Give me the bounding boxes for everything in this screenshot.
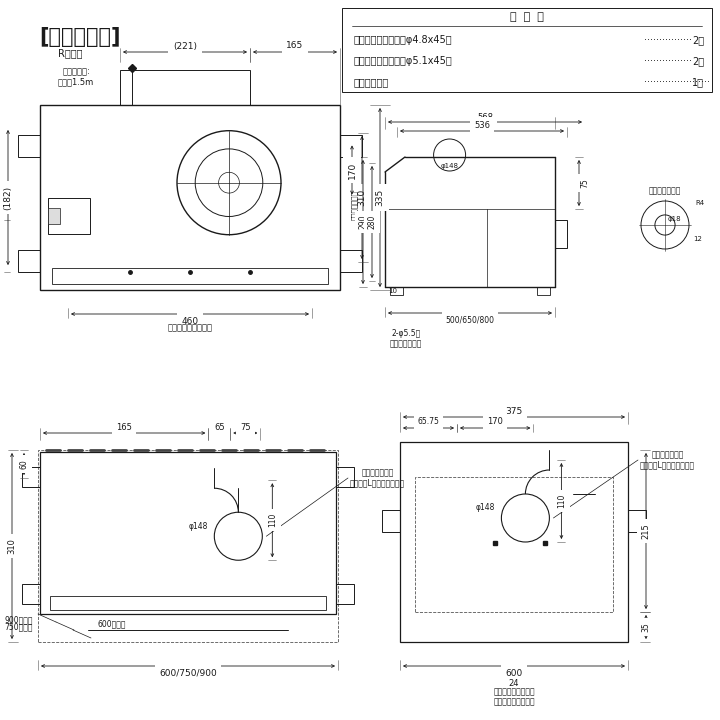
Bar bbox=[390, 287, 403, 295]
Bar bbox=[22, 584, 40, 604]
Text: Rタイプ: Rタイプ bbox=[58, 48, 83, 58]
Text: 165: 165 bbox=[116, 423, 132, 431]
Bar bbox=[18, 135, 40, 157]
Text: 座付ねじシルバー（φ4.8x45）: 座付ねじシルバー（φ4.8x45） bbox=[354, 35, 453, 45]
Text: 310: 310 bbox=[358, 189, 366, 206]
Text: 165: 165 bbox=[287, 42, 304, 50]
Text: ················: ················ bbox=[644, 35, 692, 45]
Text: 60: 60 bbox=[19, 459, 29, 469]
Text: 110: 110 bbox=[557, 494, 566, 508]
Text: 536: 536 bbox=[474, 122, 490, 130]
Text: 310: 310 bbox=[7, 538, 17, 554]
Text: 座付ねじブラック（φ5.1x45）: 座付ねじブラック（φ5.1x45） bbox=[354, 56, 453, 66]
Text: ソフトテープ: ソフトテープ bbox=[354, 77, 390, 87]
Text: 2-φ5.5穴
（背面取付用）: 2-φ5.5穴 （背面取付用） bbox=[390, 329, 423, 348]
Text: 75: 75 bbox=[580, 178, 590, 188]
Bar bbox=[40, 452, 336, 614]
Text: 35: 35 bbox=[642, 622, 650, 632]
Text: 吊りボルト位置: 吊りボルト位置 bbox=[351, 191, 357, 220]
Text: 本体取付穴詳細: 本体取付穴詳細 bbox=[649, 186, 681, 196]
Text: 後方排気の場合
（別売品L形ダクト使用）: 後方排気の場合 （別売品L形ダクト使用） bbox=[640, 450, 695, 469]
Text: φ148: φ148 bbox=[441, 163, 459, 169]
Text: 65: 65 bbox=[214, 423, 225, 431]
Bar bbox=[48, 198, 90, 234]
Text: 600/750/900: 600/750/900 bbox=[159, 668, 217, 678]
Bar bbox=[50, 596, 326, 610]
Text: 65.75: 65.75 bbox=[418, 418, 439, 426]
Text: ······················: ······················ bbox=[644, 77, 710, 87]
Bar bbox=[555, 220, 567, 248]
Text: φ148: φ148 bbox=[476, 503, 495, 513]
Text: 460: 460 bbox=[181, 317, 199, 325]
Bar bbox=[52, 268, 328, 284]
Text: φ18: φ18 bbox=[668, 216, 682, 222]
Text: 170: 170 bbox=[487, 418, 503, 426]
Text: 568: 568 bbox=[477, 112, 493, 122]
Text: 24: 24 bbox=[509, 680, 519, 688]
Text: 600の場合: 600の場合 bbox=[98, 619, 127, 629]
Bar bbox=[336, 467, 354, 487]
Bar bbox=[340, 250, 362, 272]
Text: 750の場合: 750の場合 bbox=[4, 623, 33, 631]
Text: 1本: 1本 bbox=[692, 77, 704, 87]
Text: 900の場合: 900の場合 bbox=[4, 616, 33, 624]
Bar bbox=[342, 8, 712, 92]
Bar bbox=[415, 477, 613, 612]
Text: 10: 10 bbox=[389, 288, 397, 294]
Bar bbox=[40, 105, 340, 290]
Text: （吊りボルト位置）: （吊りボルト位置） bbox=[168, 323, 212, 333]
Text: 電源コード:
機外長1.5m: 電源コード: 機外長1.5m bbox=[58, 67, 94, 86]
Text: 側方排気の場合
（別売品L形ダクト使用）: 側方排気の場合 （別売品L形ダクト使用） bbox=[350, 468, 405, 487]
Text: 600: 600 bbox=[505, 668, 523, 678]
Text: ················: ················ bbox=[644, 56, 692, 66]
Text: 170: 170 bbox=[348, 161, 356, 179]
Text: 110: 110 bbox=[268, 513, 276, 528]
Bar bbox=[628, 510, 646, 532]
Bar bbox=[38, 450, 338, 642]
Bar bbox=[537, 287, 550, 295]
Text: 335: 335 bbox=[376, 189, 384, 206]
Bar bbox=[22, 467, 40, 487]
Text: [製品寸法図]: [製品寸法図] bbox=[40, 27, 121, 47]
Text: φ148: φ148 bbox=[189, 522, 208, 531]
Bar bbox=[382, 510, 400, 532]
Text: 2本: 2本 bbox=[692, 35, 704, 45]
Bar bbox=[400, 442, 628, 642]
Bar bbox=[120, 70, 250, 105]
Bar bbox=[336, 584, 354, 604]
Text: 75: 75 bbox=[240, 423, 251, 431]
Text: 2本: 2本 bbox=[692, 56, 704, 66]
Text: (182): (182) bbox=[4, 186, 12, 210]
Text: 290: 290 bbox=[359, 215, 367, 229]
Text: 付  属  品: 付 属 品 bbox=[510, 12, 544, 22]
Text: 280: 280 bbox=[367, 215, 377, 229]
Bar bbox=[340, 135, 362, 157]
Text: 215: 215 bbox=[642, 523, 650, 539]
Text: 12: 12 bbox=[693, 236, 702, 242]
Text: フード本体下端から
フィルター下端まで: フード本体下端から フィルター下端まで bbox=[493, 688, 535, 707]
Text: R4: R4 bbox=[695, 200, 704, 206]
Bar bbox=[48, 208, 60, 224]
Text: (221): (221) bbox=[173, 42, 197, 50]
Text: 375: 375 bbox=[505, 407, 523, 415]
Text: 500/650/800: 500/650/800 bbox=[446, 315, 495, 325]
Bar bbox=[18, 250, 40, 272]
